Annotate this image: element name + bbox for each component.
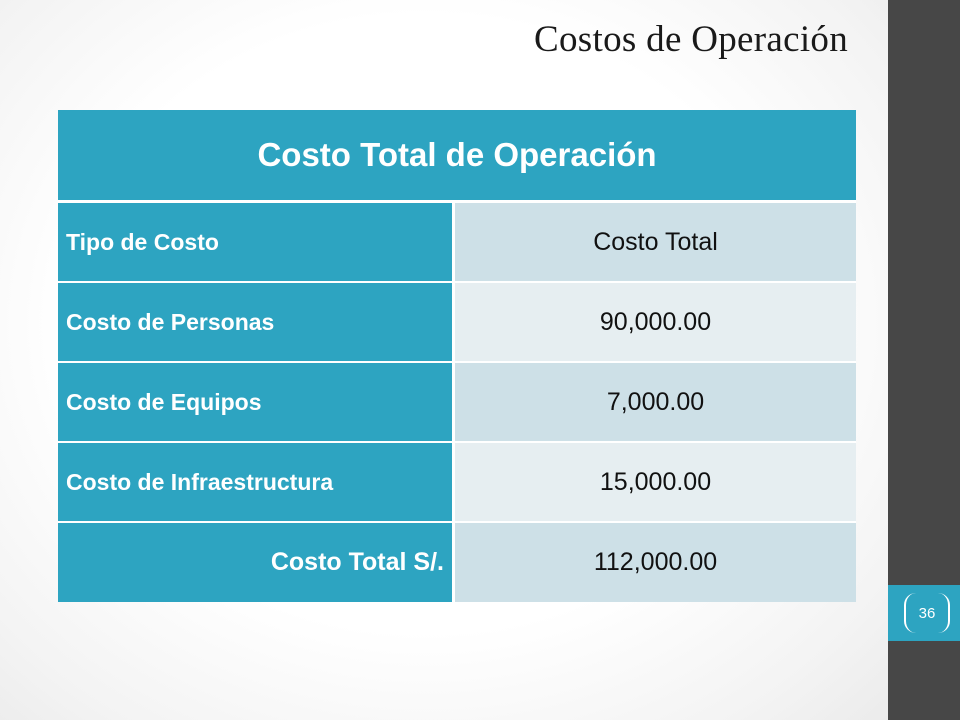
table-total-row: Costo Total S/. 112,000.00	[58, 523, 856, 602]
table-title-row: Costo Total de Operación	[58, 110, 856, 203]
total-value: 112,000.00	[455, 523, 856, 602]
table-header-row: Tipo de Costo Costo Total	[58, 203, 856, 283]
table-row: Costo de Infraestructura 15,000.00	[58, 443, 856, 523]
row-value-infraestructura: 15,000.00	[455, 443, 856, 523]
total-label: Costo Total S/.	[58, 523, 455, 602]
table-row: Costo de Equipos 7,000.00	[58, 363, 856, 443]
row-value-equipos: 7,000.00	[455, 363, 856, 443]
row-label-equipos: Costo de Equipos	[58, 363, 455, 443]
cost-table: Costo Total de Operación Tipo de Costo C…	[58, 110, 856, 602]
column-header-total: Costo Total	[455, 203, 856, 283]
column-header-type: Tipo de Costo	[58, 203, 455, 283]
page-number: 36	[904, 593, 950, 633]
slide-title: Costos de Operación	[534, 19, 848, 60]
row-label-personas: Costo de Personas	[58, 283, 455, 363]
table-title: Costo Total de Operación	[58, 110, 856, 203]
row-label-infraestructura: Costo de Infraestructura	[58, 443, 455, 523]
table-row: Costo de Personas 90,000.00	[58, 283, 856, 363]
row-value-personas: 90,000.00	[455, 283, 856, 363]
